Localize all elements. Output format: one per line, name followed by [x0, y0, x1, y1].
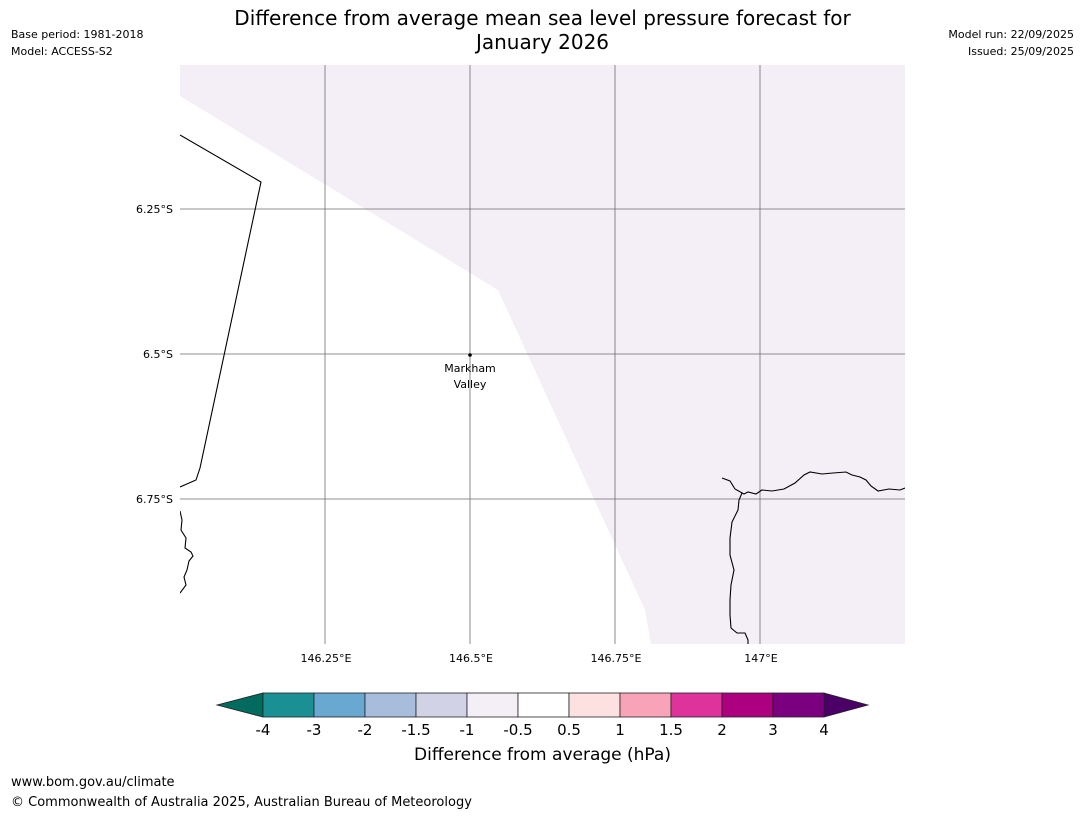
- colorbar-tick-label: -2: [358, 721, 373, 739]
- colorbar-tick-label: 0.5: [557, 721, 581, 739]
- colorbar-tick-label: 2: [717, 721, 727, 739]
- colorbar-swatch: [670, 692, 723, 718]
- footer-copyright: © Commonwealth of Australia 2025, Austra…: [11, 795, 472, 810]
- shaded-anomaly-region: [180, 65, 905, 644]
- colorbar-swatch: [415, 692, 468, 718]
- colorbar-over-arrow: [823, 692, 870, 718]
- model-run-text: Model run: 22/09/2025: [948, 28, 1074, 41]
- colorbar-swatches: [262, 692, 825, 718]
- colorbar-swatch: [466, 692, 519, 718]
- colorbar-tick-label: -0.5: [503, 721, 532, 739]
- lat-label: 6.75°S: [136, 493, 173, 506]
- footer-url: www.bom.gov.au/climate: [11, 775, 175, 790]
- lon-label: 146.75°E: [591, 652, 642, 665]
- place-label-line1: Markham: [444, 362, 496, 375]
- colorbar-swatch: [517, 692, 570, 718]
- colorbar-title: Difference from average (hPa): [414, 745, 671, 765]
- colorbar-swatch: [313, 692, 366, 718]
- lat-label: 6.5°S: [143, 348, 173, 361]
- colorbar-tick-label: 4: [819, 721, 829, 739]
- colorbar-tick-label: 1.5: [659, 721, 683, 739]
- lon-label: 147°E: [744, 652, 777, 665]
- metadata-left: Base period: 1981-2018 Model: ACCESS-S2: [11, 26, 143, 60]
- map-title: Difference from average mean sea level p…: [0, 6, 1085, 54]
- river-line: [729, 492, 749, 644]
- map-title-line1: Difference from average mean sea level p…: [234, 6, 851, 30]
- markham-valley-marker: [468, 353, 472, 357]
- coastline: [180, 134, 905, 644]
- model-text: Model: ACCESS-S2: [11, 45, 113, 58]
- colorbar-swatch: [262, 692, 315, 718]
- boundary-line: [180, 134, 262, 488]
- colorbar-swatch: [721, 692, 774, 718]
- colorbar-tick-label: -3: [307, 721, 322, 739]
- issued-text: Issued: 25/09/2025: [967, 45, 1074, 58]
- colorbar-ticks: -4 -3 -2 -1.5 -1 -0.5 0.5 1 1.5 2 3 4: [256, 721, 829, 739]
- place-label-line2: Valley: [454, 378, 487, 391]
- colorbar-tick-label: -1.5: [401, 721, 430, 739]
- graticule: [180, 65, 905, 644]
- east-coastline: [721, 471, 905, 495]
- base-period-text: Base period: 1981-2018: [11, 28, 144, 41]
- map-panel: [180, 65, 905, 644]
- lon-label: 146.5°E: [449, 652, 493, 665]
- colorbar-under-arrow: [215, 692, 264, 718]
- colorbar-swatch: [772, 692, 825, 718]
- west-coastline: [180, 510, 194, 594]
- metadata-right: Model run: 22/09/2025 Issued: 25/09/2025: [948, 26, 1074, 60]
- colorbar-tick-label: 3: [768, 721, 778, 739]
- colorbar-swatch: [364, 692, 417, 718]
- colorbar-swatch: [619, 692, 672, 718]
- colorbar: -4 -3 -2 -1.5 -1 -0.5 0.5 1 1.5 2 3 4: [215, 692, 870, 739]
- colorbar-tick-label: -1: [460, 721, 475, 739]
- lat-label: 6.25°S: [136, 203, 173, 216]
- colorbar-swatch: [568, 692, 621, 718]
- lon-label: 146.25°E: [301, 652, 352, 665]
- colorbar-tick-label: -4: [256, 721, 271, 739]
- map-title-line2: January 2026: [475, 30, 610, 54]
- colorbar-tick-label: 1: [615, 721, 625, 739]
